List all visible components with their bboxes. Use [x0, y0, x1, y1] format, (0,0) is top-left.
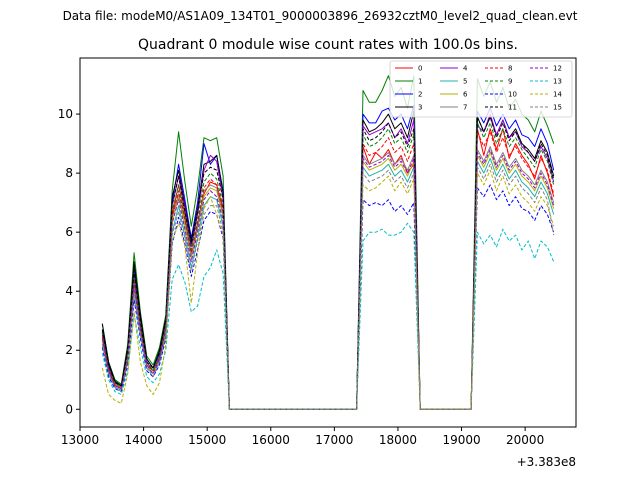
x-tick-label: 19000: [442, 433, 480, 447]
x-tick-label: 13000: [61, 433, 99, 447]
x-tick-label: 17000: [315, 433, 353, 447]
legend-label-5: 5: [463, 78, 467, 86]
legend-label-4: 4: [463, 65, 468, 73]
y-tick-label: 4: [65, 284, 73, 298]
legend-label-7: 7: [463, 104, 467, 112]
legend-label-2: 2: [418, 91, 422, 99]
legend-label-15: 15: [553, 104, 562, 112]
x-tick-label: 14000: [124, 433, 162, 447]
y-axis: 0 2 4 6 8 10: [58, 107, 80, 416]
legend-label-1: 1: [418, 78, 422, 86]
legend-label-6: 6: [463, 91, 468, 99]
x-offset-label: +3.383e8: [517, 455, 576, 469]
legend-label-9: 9: [508, 78, 512, 86]
y-tick-label: 10: [58, 107, 73, 121]
chart-title: Quadrant 0 module wise count rates with …: [138, 37, 518, 53]
legend-label-10: 10: [508, 91, 517, 99]
y-tick-label: 8: [65, 166, 73, 180]
legend-label-11: 11: [508, 104, 517, 112]
legend-label-13: 13: [553, 78, 562, 86]
y-tick-label: 0: [65, 402, 73, 416]
plot-area: 13000 14000 15000 16000 17000 18000 19000 20000…: [58, 57, 577, 469]
legend-frame: [389, 60, 573, 118]
legend-label-3: 3: [418, 104, 422, 112]
figure-suptitle: Data file: modeM0/AS1A09_134T01_90000038…: [63, 9, 578, 23]
axes-frame: [79, 57, 577, 428]
y-tick-label: 2: [65, 343, 73, 357]
series-line-15: [101, 163, 555, 410]
x-tick-label: 16000: [252, 433, 290, 447]
series-layer: [101, 75, 555, 410]
x-axis: 13000 14000 15000 16000 17000 18000 19000 20000: [61, 427, 544, 447]
legend-label-12: 12: [553, 65, 562, 73]
x-tick-label: 20000: [506, 433, 544, 447]
x-tick-label: 18000: [379, 433, 417, 447]
legend-label-0: 0: [418, 65, 422, 73]
x-tick-label: 15000: [188, 433, 226, 447]
y-tick-label: 6: [65, 225, 73, 239]
legend-label-8: 8: [508, 65, 512, 73]
legend-label-14: 14: [553, 91, 562, 99]
